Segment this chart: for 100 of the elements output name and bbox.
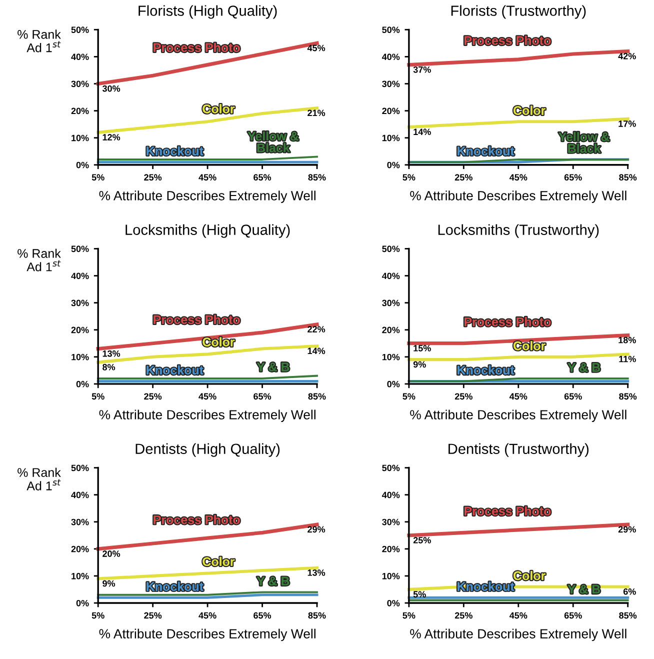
x-tick-label: 25% (454, 174, 472, 181)
x-tick-label: 45% (509, 612, 528, 619)
data-label: 30% (102, 85, 120, 92)
y-tick-label: 30% (71, 300, 89, 306)
series-label: Knockout (458, 146, 514, 156)
x-tick-label: 65% (564, 612, 582, 619)
series-label: Y & B (256, 362, 290, 372)
x-tick-label: 5% (402, 174, 416, 181)
x-axis-title: % Attribute Describes Extremely Well (410, 410, 626, 422)
x-tick-label: 5% (402, 612, 416, 619)
data-label: 5% (413, 591, 426, 598)
data-label: 13% (102, 350, 120, 357)
chart-title: Locksmiths (Trustworthy) (438, 224, 599, 238)
y-tick-label: 30% (71, 80, 89, 88)
y-tick-label: 20% (71, 108, 89, 114)
y-tick-label: 10% (382, 354, 400, 360)
data-label: 9% (413, 361, 426, 368)
y-tick-label: 50% (382, 464, 400, 472)
y-tick-label: 40% (71, 272, 89, 280)
x-tick-label: 85% (308, 174, 326, 181)
x-tick-label: 85% (619, 612, 637, 619)
x-tick-label: 45% (509, 393, 528, 400)
series-label: Y & B (256, 576, 290, 586)
series-label: Color (202, 104, 235, 114)
data-label: 13% (308, 569, 326, 576)
data-label: 37% (413, 66, 431, 73)
series-label: Color (514, 341, 546, 350)
data-label: 15% (414, 345, 431, 352)
series-label: Process Photo (464, 317, 551, 326)
data-label: 11% (619, 356, 636, 362)
x-tick-label: 25% (144, 612, 162, 619)
series-label: Knockout (458, 365, 514, 375)
x-tick-label: 25% (454, 393, 472, 400)
x-axis-title: % Attribute Describes Extremely Well (99, 628, 316, 642)
y-axis-title: % Rank Ad 1$^{st}$ (18, 468, 61, 490)
x-tick-label: 45% (509, 174, 528, 181)
x-axis-title: % Attribute Describes Extremely Well (410, 628, 626, 642)
y-tick-label: 40% (382, 492, 400, 498)
x-tick-label: 5% (92, 612, 104, 619)
series-label: Yellow & Black (248, 131, 299, 152)
x-tick-label: 25% (144, 393, 162, 400)
x-tick-label: 65% (254, 612, 272, 619)
data-label: 8% (102, 364, 116, 370)
y-tick-label: 50% (382, 246, 400, 252)
y-tick-label: 30% (382, 80, 400, 88)
y-tick-label: 0% (76, 380, 89, 388)
data-label: 22% (308, 326, 326, 332)
x-tick-label: 25% (454, 612, 472, 619)
x-axis-title: % Attribute Describes Extremely Well (99, 410, 316, 422)
x-tick-label: 65% (564, 174, 582, 181)
y-tick-label: 0% (387, 380, 400, 388)
chart-title: Locksmiths (High Quality) (126, 224, 290, 238)
x-tick-label: 5% (402, 393, 416, 400)
x-tick-label: 85% (619, 393, 637, 400)
y-tick-label: 20% (382, 326, 400, 334)
y-tick-label: 0% (76, 600, 89, 606)
y-tick-label: 40% (71, 54, 89, 60)
y-axis-title: % Rank Ad 1$^{st}$ (18, 248, 61, 272)
data-label: 12% (102, 134, 120, 140)
y-tick-label: 30% (71, 518, 89, 526)
data-label: 21% (308, 110, 326, 116)
y-tick-label: 10% (382, 572, 400, 580)
x-tick-label: 65% (254, 393, 272, 400)
data-label: 18% (618, 336, 636, 344)
data-label: 29% (308, 526, 326, 533)
y-tick-label: 20% (71, 546, 89, 552)
data-label: 20% (102, 550, 120, 557)
x-tick-label: 25% (144, 174, 162, 181)
data-label: 14% (308, 348, 326, 354)
y-tick-label: 30% (382, 300, 400, 306)
x-tick-label: 5% (92, 174, 104, 181)
y-tick-label: 10% (72, 134, 89, 142)
chart-title: Florists (High Quality) (138, 5, 277, 19)
series-label: Color (514, 570, 546, 580)
series-label: Process Photo (464, 36, 551, 45)
data-label: 17% (618, 120, 636, 127)
y-tick-label: 20% (71, 326, 89, 334)
y-tick-label: 0% (387, 162, 400, 168)
y-tick-label: 40% (382, 272, 400, 280)
y-tick-label: 10% (382, 134, 400, 142)
data-label: 9% (102, 580, 116, 587)
y-tick-label: 50% (71, 246, 89, 252)
x-tick-label: 45% (198, 612, 216, 619)
chart-title: Dentists (Trustworthy) (448, 443, 589, 457)
x-tick-label: 85% (619, 174, 637, 181)
series-label: Knockout (146, 582, 204, 591)
y-tick-label: 0% (76, 162, 89, 168)
x-tick-label: 5% (92, 393, 104, 400)
data-label: 29% (618, 526, 636, 533)
y-tick-label: 30% (382, 518, 400, 526)
y-tick-label: 40% (382, 54, 400, 60)
series-label: Process Photo (154, 515, 240, 524)
series-label: Y & B (568, 363, 600, 372)
y-tick-label: 50% (71, 464, 89, 472)
x-tick-label: 65% (564, 393, 582, 400)
series-label: Process Photo (464, 506, 551, 516)
x-tick-label: 45% (198, 174, 216, 181)
x-tick-label: 65% (254, 174, 272, 181)
y-tick-label: 50% (71, 26, 89, 34)
series-label: Knockout (146, 365, 204, 375)
